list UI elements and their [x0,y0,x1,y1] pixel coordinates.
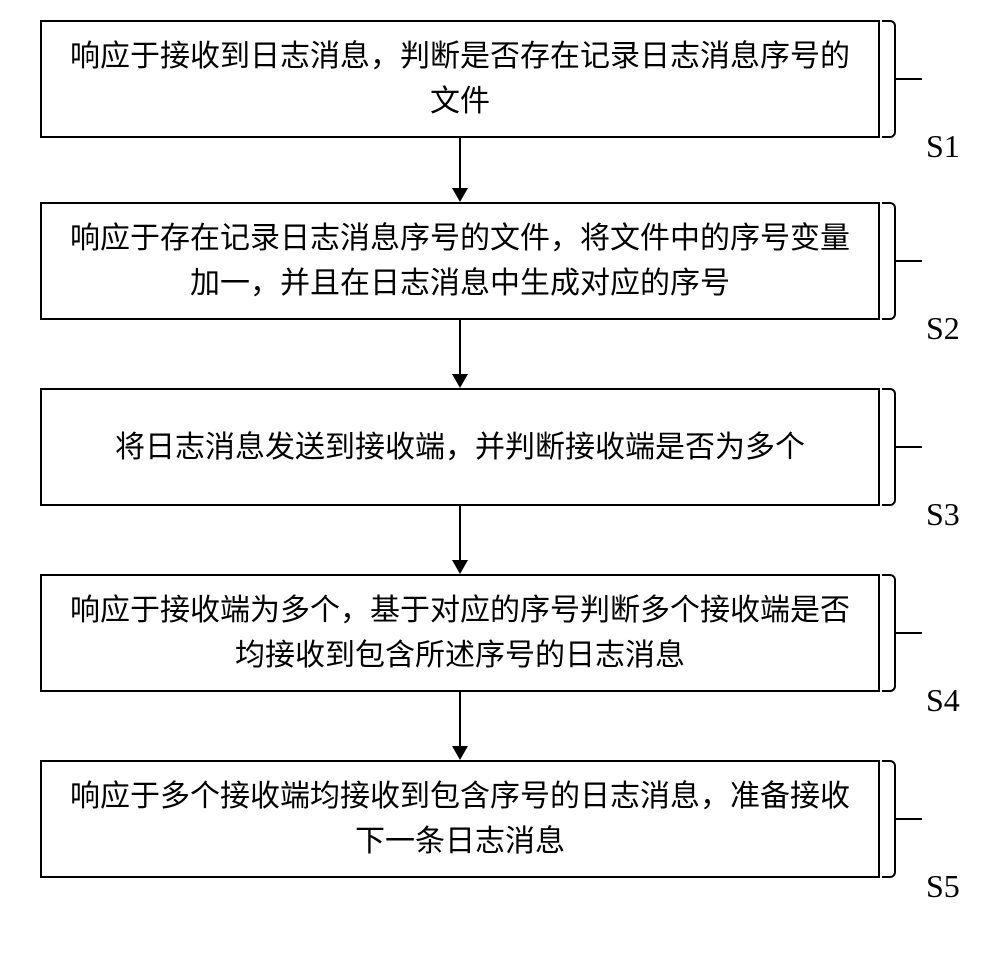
arrow-s4-s5 [459,692,461,746]
flow-node-s3: 将日志消息发送到接收端，并判断接收端是否为多个 [40,388,880,506]
flow-node-text: 响应于接收端为多个，基于对应的序号判断多个接收端是否均接收到包含所述序号的日志消… [66,588,854,678]
bracket-s5 [882,760,896,878]
flow-node-text: 响应于存在记录日志消息序号的文件，将文件中的序号变量加一，并且在日志消息中生成对… [66,216,854,306]
bracket-tail-s1 [896,78,922,80]
flow-node-s2: 响应于存在记录日志消息序号的文件，将文件中的序号变量加一，并且在日志消息中生成对… [40,202,880,320]
step-label-s2: S2 [926,310,960,347]
step-label-s4: S4 [926,682,960,719]
bracket-s1 [882,20,896,138]
flow-node-s1: 响应于接收到日志消息，判断是否存在记录日志消息序号的文件 [40,20,880,138]
flow-node-text: 响应于多个接收端均接收到包含序号的日志消息，准备接收下一条日志消息 [66,774,854,864]
flow-node-s4: 响应于接收端为多个，基于对应的序号判断多个接收端是否均接收到包含所述序号的日志消… [40,574,880,692]
bracket-s4 [882,574,896,692]
arrow-head-s1-s2 [452,188,468,202]
step-label-s1: S1 [926,128,960,165]
flow-node-s5: 响应于多个接收端均接收到包含序号的日志消息，准备接收下一条日志消息 [40,760,880,878]
flow-node-text: 响应于接收到日志消息，判断是否存在记录日志消息序号的文件 [66,34,854,124]
arrow-head-s3-s4 [452,560,468,574]
bracket-tail-s5 [896,818,922,820]
flow-node-text: 将日志消息发送到接收端，并判断接收端是否为多个 [115,425,805,470]
step-label-s5: S5 [926,868,960,905]
arrow-head-s2-s3 [452,374,468,388]
bracket-s3 [882,388,896,506]
arrow-s2-s3 [459,320,461,374]
arrow-head-s4-s5 [452,746,468,760]
flowchart-canvas: 响应于接收到日志消息，判断是否存在记录日志消息序号的文件 S1 响应于存在记录日… [0,0,1000,955]
bracket-tail-s2 [896,260,922,262]
arrow-s1-s2 [459,138,461,188]
step-label-s3: S3 [926,496,960,533]
bracket-tail-s3 [896,446,922,448]
arrow-s3-s4 [459,506,461,560]
bracket-s2 [882,202,896,320]
bracket-tail-s4 [896,632,922,634]
